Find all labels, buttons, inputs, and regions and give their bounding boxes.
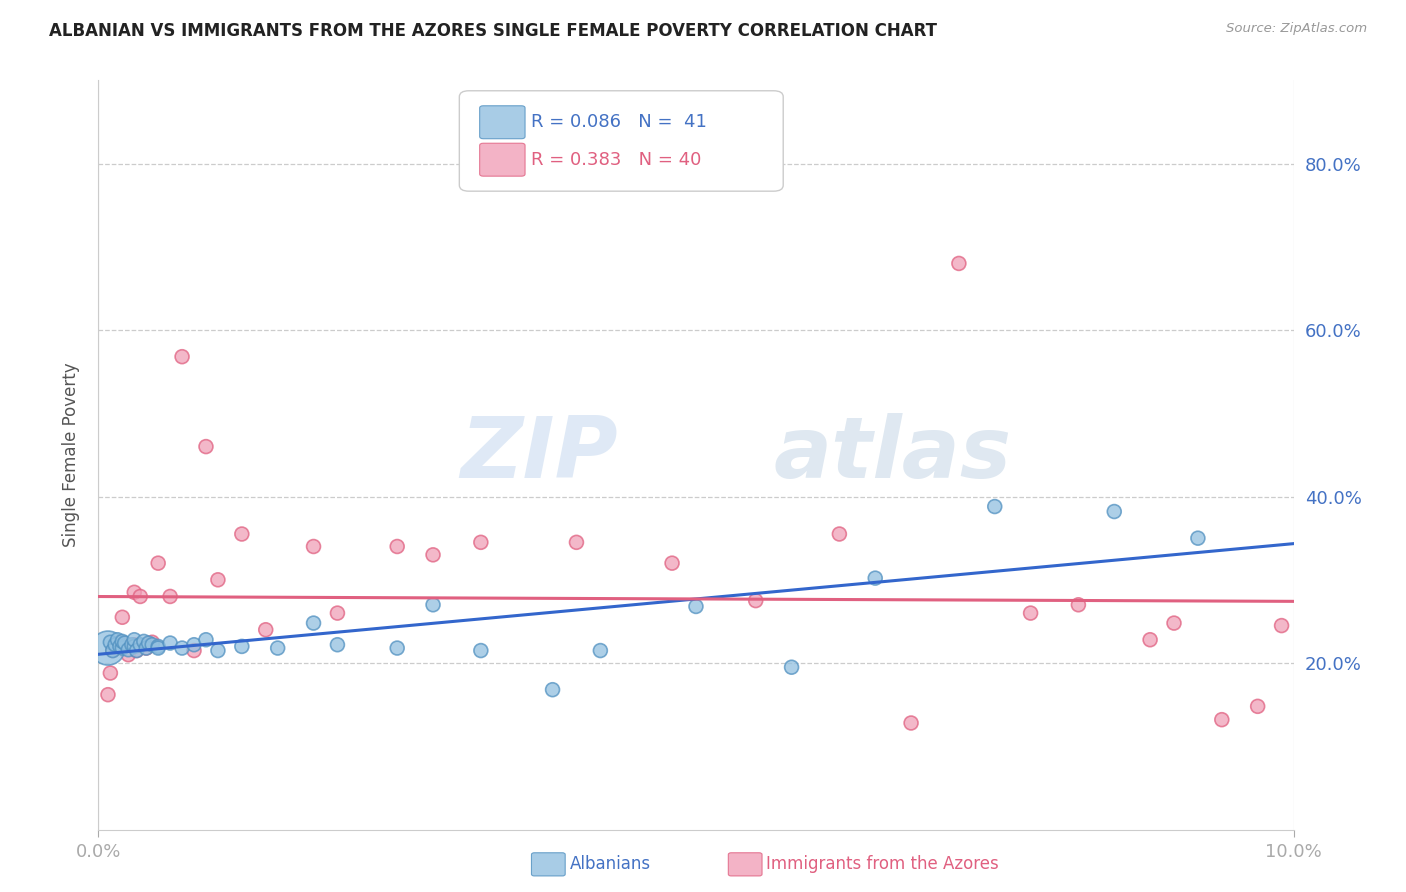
Point bbox=[231, 640, 253, 654]
Point bbox=[124, 585, 146, 599]
Point bbox=[302, 540, 325, 554]
Point bbox=[1163, 616, 1185, 631]
Point bbox=[108, 635, 131, 649]
Point bbox=[565, 535, 588, 549]
Text: Source: ZipAtlas.com: Source: ZipAtlas.com bbox=[1226, 22, 1367, 36]
Point bbox=[828, 527, 851, 541]
Point bbox=[111, 610, 134, 624]
Point bbox=[129, 638, 152, 652]
Point bbox=[470, 643, 492, 657]
Point bbox=[541, 682, 564, 697]
Point bbox=[114, 636, 136, 650]
Point bbox=[104, 638, 127, 652]
Text: Immigrants from the Azores: Immigrants from the Azores bbox=[766, 855, 1000, 873]
Point bbox=[121, 638, 143, 652]
Point bbox=[124, 638, 146, 652]
Point bbox=[267, 641, 290, 656]
Point bbox=[141, 635, 163, 649]
Point bbox=[111, 641, 134, 656]
Point bbox=[148, 640, 170, 654]
Point bbox=[1271, 618, 1294, 632]
Text: Albanians: Albanians bbox=[569, 855, 651, 873]
Point bbox=[231, 527, 253, 541]
Point bbox=[101, 643, 124, 657]
Text: R = 0.383   N = 40: R = 0.383 N = 40 bbox=[531, 151, 702, 169]
Point bbox=[117, 642, 139, 657]
Point bbox=[326, 606, 349, 620]
Text: atlas: atlas bbox=[773, 413, 1012, 497]
Point bbox=[183, 638, 205, 652]
Point bbox=[195, 440, 218, 454]
Point bbox=[780, 660, 803, 674]
Point bbox=[254, 623, 277, 637]
Point bbox=[1247, 699, 1270, 714]
Point bbox=[97, 641, 120, 656]
Point bbox=[129, 590, 152, 604]
Point bbox=[108, 640, 131, 654]
Text: R = 0.086   N =  41: R = 0.086 N = 41 bbox=[531, 113, 707, 131]
Point bbox=[302, 616, 325, 631]
Point bbox=[125, 643, 148, 657]
Point bbox=[159, 636, 181, 650]
Point bbox=[111, 634, 134, 648]
Point bbox=[385, 641, 409, 656]
Text: ZIP: ZIP bbox=[461, 413, 619, 497]
Point bbox=[124, 632, 146, 647]
Point bbox=[661, 556, 683, 570]
Point bbox=[148, 641, 170, 656]
Point bbox=[195, 632, 218, 647]
Y-axis label: Single Female Poverty: Single Female Poverty bbox=[62, 363, 80, 547]
Point bbox=[183, 643, 205, 657]
Point bbox=[97, 688, 120, 702]
Point bbox=[172, 350, 194, 364]
Point bbox=[148, 556, 170, 570]
Point bbox=[135, 641, 157, 656]
Point bbox=[124, 640, 146, 654]
Point bbox=[98, 635, 122, 649]
Point bbox=[948, 256, 970, 270]
Point bbox=[865, 571, 887, 585]
Point bbox=[98, 666, 122, 681]
Point bbox=[107, 632, 129, 647]
Point bbox=[589, 643, 612, 657]
Point bbox=[101, 643, 124, 657]
FancyBboxPatch shape bbox=[479, 106, 524, 139]
Point bbox=[207, 573, 229, 587]
Point bbox=[326, 638, 349, 652]
Point bbox=[159, 590, 181, 604]
Point bbox=[105, 641, 128, 656]
Point bbox=[135, 641, 157, 656]
Point bbox=[745, 593, 768, 607]
Point bbox=[422, 548, 444, 562]
Point bbox=[117, 648, 139, 662]
Point bbox=[207, 643, 229, 657]
Text: ALBANIAN VS IMMIGRANTS FROM THE AZORES SINGLE FEMALE POVERTY CORRELATION CHART: ALBANIAN VS IMMIGRANTS FROM THE AZORES S… bbox=[49, 22, 938, 40]
Point bbox=[422, 598, 444, 612]
Point bbox=[141, 638, 163, 652]
FancyBboxPatch shape bbox=[479, 144, 524, 177]
Point bbox=[138, 636, 160, 650]
Point bbox=[685, 599, 707, 614]
Point bbox=[900, 716, 922, 731]
Point bbox=[385, 540, 409, 554]
Point bbox=[125, 643, 148, 657]
Point bbox=[132, 634, 155, 648]
Point bbox=[1104, 504, 1126, 518]
Point bbox=[1187, 531, 1209, 545]
Point bbox=[470, 535, 492, 549]
Point bbox=[1211, 713, 1233, 727]
FancyBboxPatch shape bbox=[460, 91, 783, 191]
Point bbox=[1019, 606, 1042, 620]
Point bbox=[114, 638, 136, 652]
Point bbox=[1139, 632, 1161, 647]
Point bbox=[1067, 598, 1090, 612]
Point bbox=[984, 500, 1007, 514]
Point bbox=[172, 641, 194, 656]
